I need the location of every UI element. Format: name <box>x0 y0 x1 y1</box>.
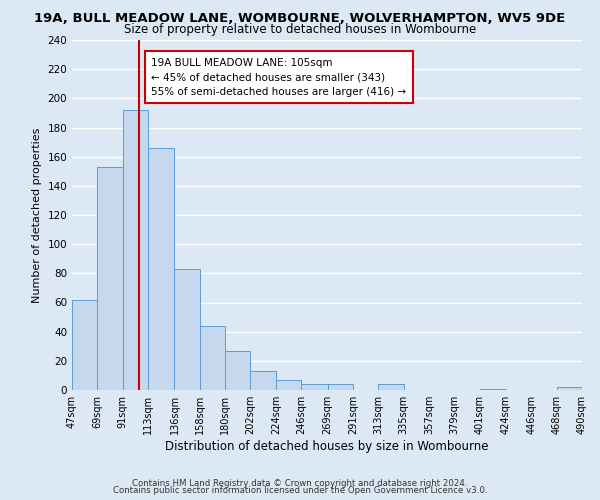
Text: 19A BULL MEADOW LANE: 105sqm
← 45% of detached houses are smaller (343)
55% of s: 19A BULL MEADOW LANE: 105sqm ← 45% of de… <box>151 58 407 97</box>
Bar <box>72 300 97 390</box>
Bar <box>200 326 225 390</box>
Text: 19A, BULL MEADOW LANE, WOMBOURNE, WOLVERHAMPTON, WV5 9DE: 19A, BULL MEADOW LANE, WOMBOURNE, WOLVER… <box>34 12 566 26</box>
Bar <box>250 371 276 390</box>
Text: Contains HM Land Registry data © Crown copyright and database right 2024.: Contains HM Land Registry data © Crown c… <box>132 478 468 488</box>
Bar <box>225 350 250 390</box>
Text: Size of property relative to detached houses in Wombourne: Size of property relative to detached ho… <box>124 22 476 36</box>
Text: Contains public sector information licensed under the Open Government Licence v3: Contains public sector information licen… <box>113 486 487 495</box>
Bar <box>301 384 328 390</box>
Bar <box>276 380 301 390</box>
Bar <box>557 387 582 390</box>
X-axis label: Distribution of detached houses by size in Wombourne: Distribution of detached houses by size … <box>165 440 489 453</box>
Bar <box>328 384 353 390</box>
Y-axis label: Number of detached properties: Number of detached properties <box>32 128 42 302</box>
Bar <box>378 384 404 390</box>
Bar <box>148 148 175 390</box>
Bar <box>479 388 506 390</box>
Bar <box>122 110 148 390</box>
Bar <box>97 167 122 390</box>
Bar <box>175 269 200 390</box>
